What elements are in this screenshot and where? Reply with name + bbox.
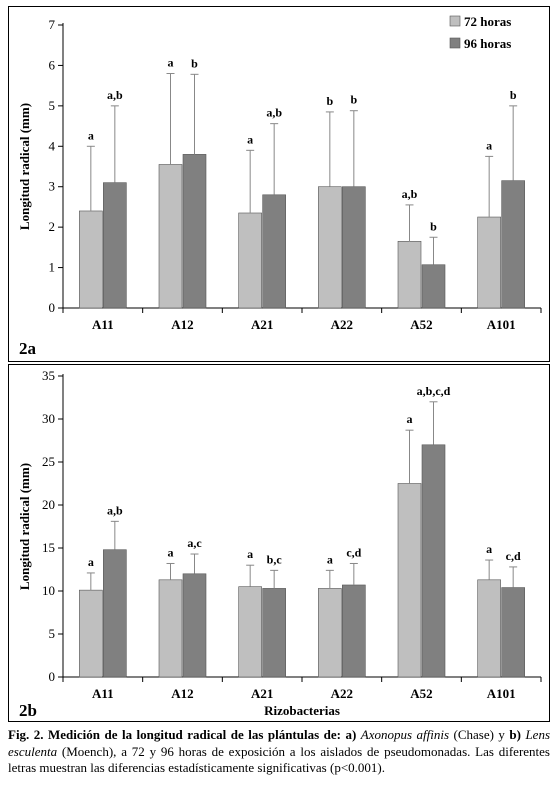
significance-label-a: a (88, 128, 94, 142)
bar-a-A12-s2 (182, 154, 207, 309)
caption-species-b: Lens esculenta (8, 727, 550, 759)
significance-label-a: b (350, 93, 357, 107)
caption-part-a: a) (345, 727, 357, 742)
significance-label-b: a (247, 547, 253, 561)
bar-a-A52-s1 (397, 240, 422, 309)
bar-a-A21-s2 (262, 194, 286, 309)
bar-a-A101-s1 (477, 216, 501, 309)
chart-panel-a: 0 1 2 3 4 5 6 7 a a,b A11 a b A12 a a,b A21 b b A22 a,b b A52 a… (8, 6, 550, 362)
y-axis-title-a: Longitud radical (mm) (17, 103, 32, 230)
x-tick-label-a: A101 (487, 317, 516, 332)
legend-swatch-s1 (449, 15, 461, 27)
significance-label-b: a,b,c,d (417, 384, 451, 398)
significance-label-b: a (486, 542, 492, 556)
y-tick-label-b: 10 (42, 583, 55, 598)
x-tick-label-a: A22 (331, 317, 353, 332)
significance-label-b: b,c (267, 552, 283, 566)
significance-label-a: a (486, 138, 492, 152)
significance-label-b: a,c (187, 536, 202, 550)
y-tick-label-b: 25 (42, 454, 55, 469)
x-tick-label-b: A101 (487, 686, 516, 701)
y-tick-label-b: 5 (49, 626, 56, 641)
significance-label-a: a,b (266, 106, 282, 120)
x-tick-label-a: A11 (92, 317, 114, 332)
chart-panel-b: 0 5 10 15 20 25 30 35 a a,b A11 a a,c A12 a b,c A21 a c,d A… (8, 364, 550, 722)
chart-a-svg: 0 1 2 3 4 5 6 7 a a,b A11 a b A12 a a,b A21 b b A22 a,b b A52 a… (17, 14, 542, 358)
bar-b-A22-s1 (318, 588, 342, 678)
x-tick-label-b: A52 (410, 686, 432, 701)
x-tick-label-a: A21 (251, 317, 273, 332)
x-tick-label-b: A11 (92, 686, 114, 701)
significance-label-b: c,d (506, 549, 521, 563)
significance-label-a: a,b (107, 88, 123, 102)
bar-b-A22-s2 (342, 584, 366, 678)
bar-b-A101-s1 (477, 579, 501, 678)
x-tick-label-b: A22 (331, 686, 353, 701)
y-tick-label-a: 2 (49, 219, 56, 234)
significance-label-b: a,b (107, 503, 123, 517)
y-tick-label-b: 0 (49, 669, 56, 684)
significance-label-a: b (430, 219, 437, 233)
bar-b-A101-s2 (501, 587, 525, 678)
bar-a-A22-s1 (318, 186, 342, 309)
bar-a-A11-s2 (103, 182, 127, 309)
bar-a-A52-s2 (421, 264, 446, 309)
bar-b-A12-s1 (158, 579, 183, 678)
panel-tag-b: 2b (19, 701, 37, 720)
significance-label-a: b (191, 56, 198, 70)
bar-a-A12-s1 (158, 164, 183, 309)
significance-label-b: c,d (346, 545, 361, 559)
y-axis-title-b: Longitud radical (mm) (17, 463, 32, 590)
caption-part-b: b) (509, 727, 521, 742)
chart-b-svg: 0 5 10 15 20 25 30 35 a a,b A11 a a,c A12 a b,c A21 a c,d A… (17, 368, 542, 720)
panel-tag-a: 2a (19, 339, 37, 358)
significance-label-b: a (407, 412, 413, 426)
caption-fig-number: Fig. 2. (8, 727, 44, 742)
y-tick-label-b: 15 (42, 540, 55, 555)
caption-title: Medición de la longitud radical de las p… (43, 727, 346, 742)
x-axis-title-b: Rizobacterias (264, 703, 340, 718)
significance-label-b: a (327, 552, 333, 566)
bar-b-A11-s2 (103, 549, 127, 678)
significance-label-a: a,b (402, 187, 418, 201)
bar-a-A11-s1 (79, 210, 103, 309)
bar-b-A52-s2 (421, 444, 446, 678)
bar-b-A52-s1 (397, 483, 422, 678)
bar-b-A11-s1 (79, 589, 103, 678)
bar-b-A12-s2 (182, 573, 207, 678)
y-tick-label-b: 35 (42, 368, 55, 383)
bar-a-A21-s1 (238, 212, 262, 309)
significance-label-a: a (247, 132, 253, 146)
y-tick-label-a: 3 (49, 179, 56, 194)
significance-label-a: a (168, 56, 174, 70)
y-tick-label-a: 6 (49, 57, 56, 72)
y-tick-label-a: 4 (49, 138, 56, 153)
bar-b-A21-s1 (238, 586, 262, 678)
legend-label-s2: 96 horas (464, 36, 511, 51)
x-tick-label-b: A21 (251, 686, 273, 701)
y-tick-label-a: 0 (49, 300, 56, 315)
legend-label-s1: 72 horas (464, 14, 511, 29)
legend-swatch-s2 (449, 37, 461, 49)
caption-author-a: (Chase) y (449, 727, 510, 742)
figure-caption: Fig. 2. Medición de la longitud radical … (8, 727, 550, 777)
y-tick-label-b: 30 (42, 411, 55, 426)
significance-label-b: a (168, 545, 174, 559)
bar-b-A21-s2 (262, 588, 286, 678)
significance-label-b: a (88, 555, 94, 569)
bar-a-A101-s2 (501, 180, 525, 309)
x-tick-label-b: A12 (171, 686, 193, 701)
x-tick-label-a: A12 (171, 317, 193, 332)
caption-species-a: Axonopus affinis (360, 727, 450, 742)
significance-label-a: b (326, 94, 333, 108)
y-tick-label-a: 5 (49, 98, 56, 113)
bar-a-A22-s2 (342, 186, 366, 309)
significance-label-a: b (510, 88, 517, 102)
y-tick-label-b: 20 (42, 497, 55, 512)
x-tick-label-a: A52 (410, 317, 432, 332)
y-tick-label-a: 1 (49, 260, 56, 275)
y-tick-label-a: 7 (49, 17, 56, 32)
caption-rest: (Moench), a 72 y 96 horas de exposición … (8, 743, 550, 776)
